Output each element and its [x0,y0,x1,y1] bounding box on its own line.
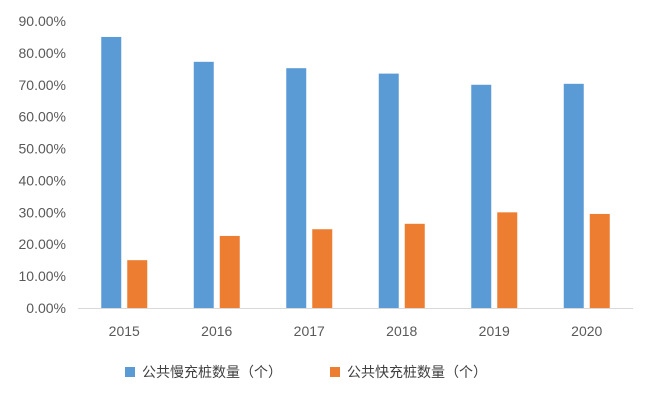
y-axis: 0.00% 10.00% 20.00% 30.00% 40.00% 50.00% 60.00… [19,13,66,316]
bar-fast-2017 [312,229,333,308]
bar-slow-2016 [193,61,214,308]
legend: 公共慢充桩数量（个） 公共快充桩数量（个） [125,364,487,381]
bar-slow-2017 [286,68,307,308]
y-tick-label: 30.00% [19,204,66,220]
bar-slow-2018 [378,73,399,308]
x-tick-label: 2016 [201,323,232,339]
y-tick-label: 10.00% [19,268,66,284]
legend-label-fast: 公共快充桩数量（个） [347,364,487,381]
x-tick-label: 2020 [571,323,602,339]
x-tick-label: 2019 [479,323,510,339]
bar-fast-2016 [219,235,240,308]
y-tick-label: 40.00% [19,172,66,188]
legend-swatch-slow [125,367,135,377]
bar-fast-2015 [127,260,148,308]
y-tick-label: 60.00% [19,109,66,125]
bar-fast-2018 [404,223,425,308]
bar-slow-2020 [563,83,584,309]
x-axis: 2015 2016 2017 2018 2019 2020 [109,323,603,339]
x-tick-label: 2015 [109,323,140,339]
bars [101,36,610,309]
y-tick-label: 20.00% [19,236,66,252]
bar-fast-2020 [589,213,610,308]
bar-fast-2019 [497,212,518,308]
x-tick-label: 2018 [386,323,417,339]
legend-label-slow: 公共慢充桩数量（个） [142,364,282,381]
y-tick-label: 0.00% [26,300,66,316]
bar-slow-2015 [101,36,122,308]
y-tick-label: 80.00% [19,45,66,61]
x-tick-label: 2017 [294,323,325,339]
y-tick-label: 50.00% [19,141,66,157]
bar-slow-2019 [471,84,492,309]
y-tick-label: 90.00% [19,13,66,29]
legend-swatch-fast [330,367,340,377]
y-tick-label: 70.00% [19,77,66,93]
